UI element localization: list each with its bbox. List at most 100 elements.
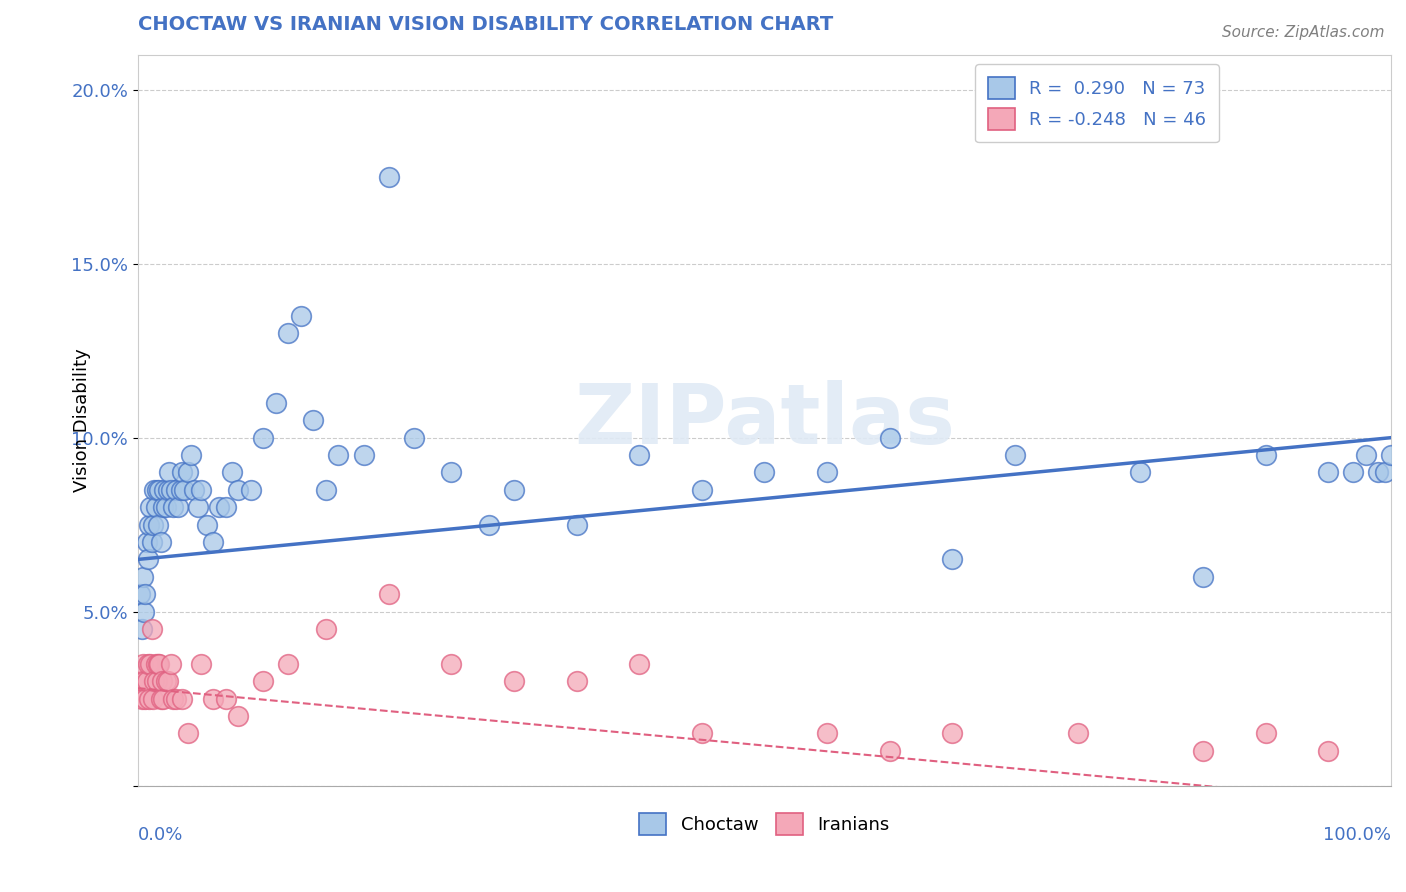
Point xyxy=(1254,726,1277,740)
Point xyxy=(167,500,190,515)
Point xyxy=(226,709,249,723)
Point xyxy=(187,500,209,515)
Point xyxy=(134,587,156,601)
Point xyxy=(1004,448,1026,462)
Point xyxy=(143,674,166,689)
Point xyxy=(628,657,651,671)
Point xyxy=(879,431,901,445)
Point xyxy=(1374,466,1396,480)
Point xyxy=(565,517,588,532)
Legend: Choctaw, Iranians: Choctaw, Iranians xyxy=(631,805,897,842)
Point xyxy=(132,570,155,584)
Point xyxy=(252,431,274,445)
Point xyxy=(402,431,425,445)
Point xyxy=(165,691,187,706)
Point xyxy=(132,657,155,671)
Point xyxy=(138,517,160,532)
Point xyxy=(252,674,274,689)
Point xyxy=(690,726,713,740)
Point xyxy=(155,674,177,689)
Point xyxy=(628,448,651,462)
Point xyxy=(157,483,180,497)
Point xyxy=(134,674,156,689)
Point xyxy=(177,726,200,740)
Point xyxy=(353,448,375,462)
Point xyxy=(146,517,169,532)
Point xyxy=(190,657,212,671)
Point xyxy=(143,483,166,497)
Point xyxy=(134,691,156,706)
Text: Source: ZipAtlas.com: Source: ZipAtlas.com xyxy=(1222,25,1385,40)
Point xyxy=(302,413,325,427)
Point xyxy=(129,674,152,689)
Point xyxy=(165,483,187,497)
Point xyxy=(941,552,963,566)
Point xyxy=(215,500,238,515)
Point xyxy=(148,483,170,497)
Point xyxy=(180,448,202,462)
Point xyxy=(1355,448,1378,462)
Point xyxy=(145,657,167,671)
Point xyxy=(136,552,159,566)
Point xyxy=(177,466,200,480)
Point xyxy=(377,169,399,184)
Point xyxy=(1192,570,1215,584)
Point xyxy=(478,517,501,532)
Text: 100.0%: 100.0% xyxy=(1323,826,1391,844)
Point xyxy=(152,500,174,515)
Point xyxy=(131,691,153,706)
Point xyxy=(202,691,225,706)
Point xyxy=(170,466,193,480)
Point xyxy=(815,726,838,740)
Point xyxy=(152,691,174,706)
Point xyxy=(202,535,225,549)
Point xyxy=(221,466,243,480)
Point xyxy=(941,726,963,740)
Point xyxy=(195,517,218,532)
Point xyxy=(141,622,163,636)
Point xyxy=(1379,448,1402,462)
Text: ZIPatlas: ZIPatlas xyxy=(574,380,955,461)
Text: 0.0%: 0.0% xyxy=(138,826,183,844)
Point xyxy=(1192,744,1215,758)
Point xyxy=(173,483,195,497)
Point xyxy=(1317,466,1340,480)
Point xyxy=(690,483,713,497)
Point xyxy=(277,326,299,341)
Point xyxy=(815,466,838,480)
Point xyxy=(136,657,159,671)
Point xyxy=(153,483,176,497)
Point xyxy=(565,674,588,689)
Point xyxy=(135,674,157,689)
Point xyxy=(141,535,163,549)
Point xyxy=(129,587,152,601)
Point xyxy=(440,466,463,480)
Point xyxy=(146,657,169,671)
Point xyxy=(315,483,337,497)
Point xyxy=(290,309,312,323)
Text: CHOCTAW VS IRANIAN VISION DISABILITY CORRELATION CHART: CHOCTAW VS IRANIAN VISION DISABILITY COR… xyxy=(138,15,834,34)
Point xyxy=(502,483,524,497)
Point xyxy=(754,466,776,480)
Point xyxy=(1367,466,1389,480)
Text: Vision Disability: Vision Disability xyxy=(73,349,90,492)
Point xyxy=(1317,744,1340,758)
Point xyxy=(142,517,165,532)
Point xyxy=(145,500,167,515)
Point xyxy=(1254,448,1277,462)
Point xyxy=(157,466,180,480)
Point xyxy=(226,483,249,497)
Point xyxy=(145,674,167,689)
Point xyxy=(149,535,172,549)
Point xyxy=(190,483,212,497)
Point xyxy=(264,396,287,410)
Point xyxy=(148,657,170,671)
Point xyxy=(315,622,337,636)
Point xyxy=(162,691,184,706)
Point xyxy=(208,500,231,515)
Point xyxy=(440,657,463,671)
Point xyxy=(139,500,162,515)
Point xyxy=(215,691,238,706)
Point xyxy=(1129,466,1152,480)
Point xyxy=(157,674,180,689)
